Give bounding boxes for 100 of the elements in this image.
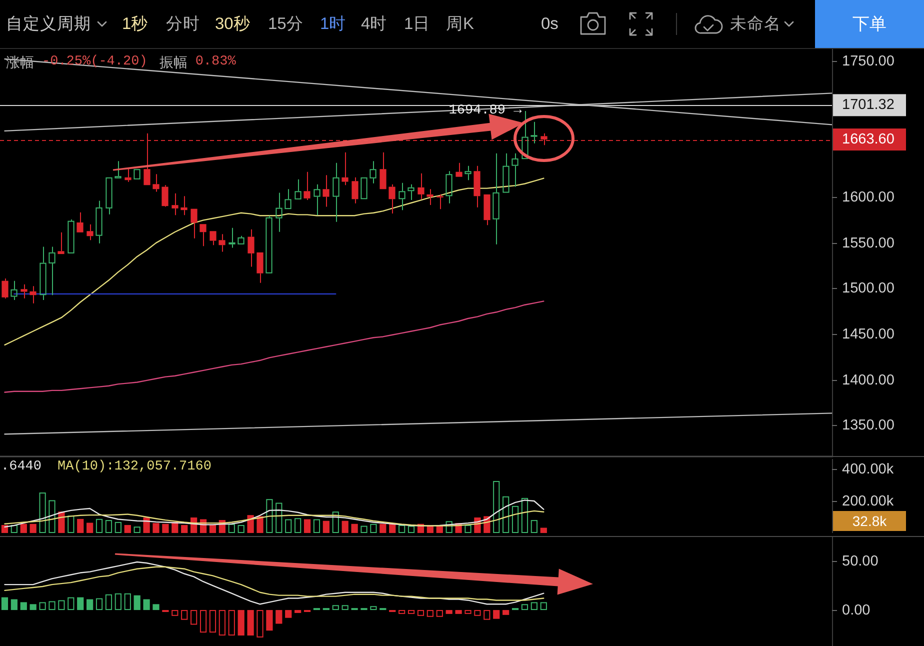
y-tick-label: 50.00 [842, 554, 878, 570]
bar [530, 602, 538, 610]
candlestick [180, 196, 188, 216]
bar [48, 601, 56, 610]
candlestick [40, 246, 46, 301]
bar [294, 610, 302, 613]
line-series [4, 500, 544, 528]
bar [266, 499, 273, 533]
candlestick [76, 212, 84, 232]
candlestick [238, 235, 244, 244]
text: 自定义周期 [6, 14, 91, 33]
bar [530, 520, 538, 533]
bar [77, 518, 84, 533]
candlestick [446, 170, 452, 204]
bar [351, 524, 358, 533]
bar [96, 518, 103, 533]
candlestick [474, 165, 480, 208]
bar [162, 524, 169, 533]
bar [247, 515, 254, 533]
candlestick [96, 200, 102, 244]
candlestick [58, 232, 64, 254]
text: 周K [446, 15, 474, 33]
text: 分时 [166, 15, 200, 33]
candlestick [124, 168, 132, 182]
y-tick-label: 1400.00 [842, 372, 894, 388]
candlestick [418, 172, 424, 200]
bar [30, 604, 36, 610]
bar [105, 520, 112, 533]
bar [209, 525, 216, 533]
text: 0s [541, 15, 558, 33]
candlestick [502, 152, 510, 193]
text: 1秒 [122, 15, 148, 33]
bar [124, 593, 131, 610]
bar [285, 519, 292, 533]
y-tick-label: 1750.00 [842, 54, 894, 70]
bar [86, 522, 94, 533]
bar [238, 610, 244, 636]
bar [143, 517, 150, 533]
bar [20, 524, 27, 533]
bar [114, 593, 122, 610]
y-tick-label: 400.00k [842, 462, 894, 478]
bar [342, 520, 348, 533]
bar [30, 524, 36, 533]
bar [370, 524, 377, 533]
bar [266, 610, 273, 631]
candlestick [30, 286, 36, 304]
bar [446, 521, 452, 533]
bar [408, 610, 415, 614]
bar [256, 516, 264, 533]
text: .6440 [1, 460, 42, 474]
candlestick [86, 224, 94, 241]
bar [493, 610, 500, 619]
candlestick [314, 184, 320, 216]
bar [200, 610, 207, 633]
candlestick [342, 152, 348, 186]
candlestick [360, 177, 368, 200]
bar [105, 594, 112, 610]
bar [181, 525, 188, 533]
bar [446, 610, 452, 614]
bar [86, 599, 94, 610]
bar [342, 605, 348, 610]
candlestick [322, 174, 330, 208]
bar [455, 610, 462, 614]
candlestick [294, 178, 302, 200]
bar [332, 512, 339, 533]
bar [540, 602, 547, 610]
bar [304, 519, 311, 533]
ref-line-label: 1701.32 [842, 97, 894, 114]
bar [398, 525, 406, 533]
candlestick [266, 215, 272, 274]
candlestick [20, 284, 28, 299]
bar [68, 597, 74, 610]
candlestick [530, 121, 538, 144]
candlestick [200, 224, 206, 247]
candlestick [68, 218, 74, 254]
candlestick [522, 110, 528, 160]
text: MA(10):132,057.7160 [58, 460, 212, 474]
bar [143, 599, 150, 610]
candlestick [134, 169, 140, 180]
candlestick [162, 184, 168, 206]
bar [172, 610, 178, 616]
bar [20, 602, 27, 610]
y-tick-label: 1500.00 [842, 280, 894, 296]
candlestick [2, 278, 8, 299]
candlestick [284, 188, 292, 210]
candlestick [408, 184, 414, 201]
bar [474, 610, 481, 616]
bar [134, 595, 140, 610]
text: 未命名 [730, 15, 781, 33]
bar [228, 524, 235, 533]
bar [228, 610, 235, 636]
annotation: 0.83% [195, 54, 237, 70]
text: 4时 [361, 15, 388, 33]
bar [322, 520, 330, 533]
y-tick-label: 1350.00 [842, 418, 894, 434]
candlestick [352, 176, 358, 204]
line-series [4, 300, 544, 393]
candlestick [512, 152, 518, 188]
bar [1, 597, 8, 610]
bar [181, 610, 188, 620]
